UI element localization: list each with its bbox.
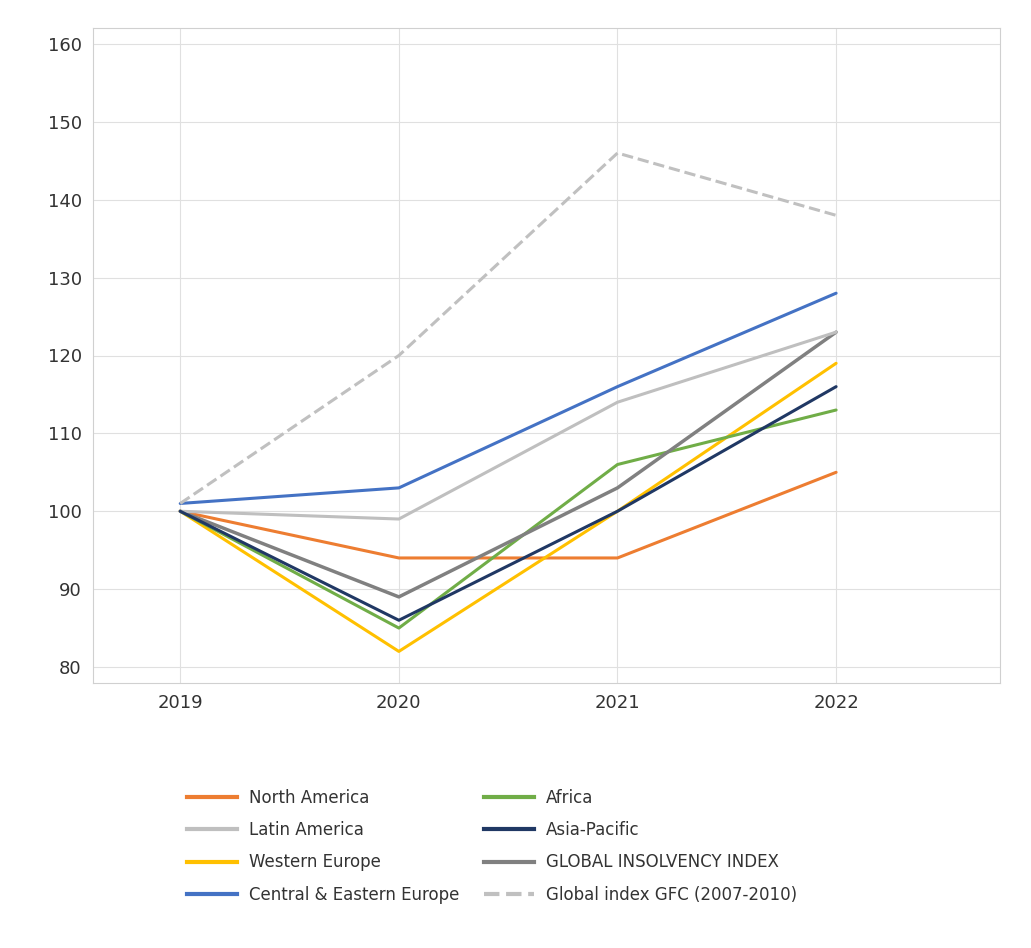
Legend: North America, Latin America, Western Europe, Central & Eastern Europe, Africa, : North America, Latin America, Western Eu… [180, 782, 803, 910]
